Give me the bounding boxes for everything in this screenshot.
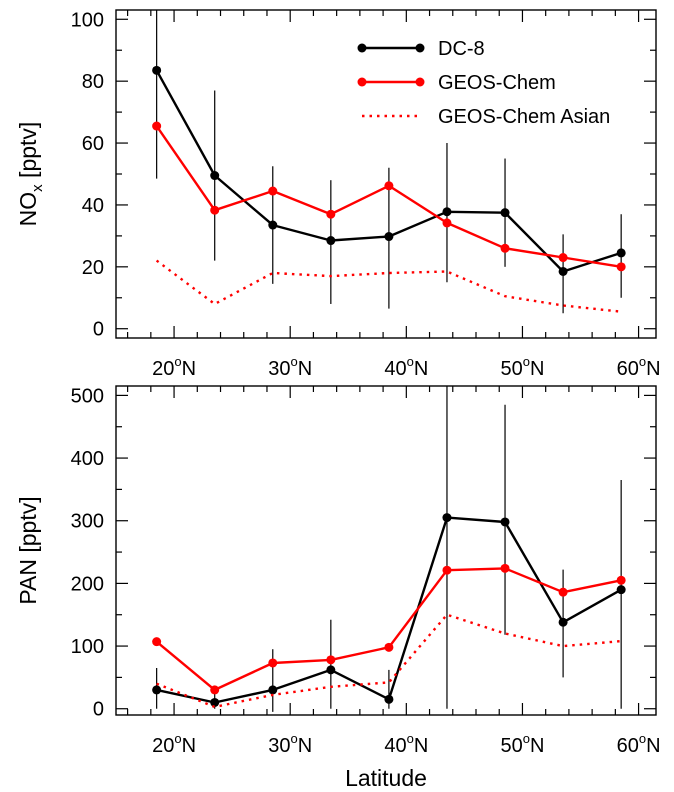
x-tick-label: 20oN xyxy=(152,354,196,380)
legend-marker-geos-chem xyxy=(357,77,367,87)
plot-frame xyxy=(115,9,657,339)
dc-8-data-point xyxy=(210,171,220,181)
y-tick-label: 300 xyxy=(71,511,104,533)
x-axis-label: Latitude xyxy=(345,765,427,791)
legend-marker-dc-8 xyxy=(415,43,425,53)
geos-chem-data-point xyxy=(152,637,162,647)
x-tick-label: 50oN xyxy=(500,731,544,757)
dc-8-data-point xyxy=(384,694,394,704)
geos-chem-data-point xyxy=(500,243,510,253)
dc-8-data-point xyxy=(442,513,452,523)
y-tick-label: 40 xyxy=(82,195,104,217)
dc-8-data-point xyxy=(616,585,626,595)
geos-chem-data-point xyxy=(268,658,278,668)
y-axis-label: NOx [pptv] xyxy=(15,122,46,227)
legend-marker-geos-chem xyxy=(415,77,425,87)
y-tick-label: 0 xyxy=(93,699,104,721)
geos-chem-asian-series-line xyxy=(156,613,622,709)
y-tick-label: 0 xyxy=(93,319,104,341)
geos-chem-data-point xyxy=(442,565,452,575)
x-tick-label: 40oN xyxy=(384,354,428,380)
y-tick-label: 200 xyxy=(71,573,104,595)
geos-chem-data-point xyxy=(326,655,336,665)
x-tick-label: 50oN xyxy=(500,354,544,380)
geos-chem-data-point xyxy=(384,642,394,652)
x-tick-label: 20oN xyxy=(152,731,196,757)
geos-chem-data-point xyxy=(500,563,510,573)
legend-label-dc-8: DC-8 xyxy=(438,38,485,60)
legend-label-geos-chem: GEOS-Chem xyxy=(438,72,556,94)
dc-8-data-point xyxy=(326,665,336,675)
y-tick-label: 500 xyxy=(71,385,104,407)
dc-8-data-point xyxy=(152,65,162,75)
dc-8-data-point xyxy=(558,617,568,627)
geos-chem-data-point xyxy=(210,685,220,695)
dc-8-data-point xyxy=(558,266,568,276)
plot-frame xyxy=(115,385,657,716)
dc-8-data-point xyxy=(500,517,510,527)
dc-8-data-point xyxy=(326,236,336,246)
y-tick-label: 60 xyxy=(82,133,104,155)
dc-8-data-point xyxy=(442,207,452,217)
dc-8-data-point xyxy=(500,208,510,218)
dc-8-data-point xyxy=(152,685,162,695)
geos-chem-data-point xyxy=(384,181,394,191)
x-tick-label: 40oN xyxy=(384,731,428,757)
pan-panel: 0 100 200 300 400 500 20oN 30oN 40oN 50oN 60oN PAN … xyxy=(15,385,661,791)
y-tick-label: 20 xyxy=(82,257,104,279)
geos-chem-data-point xyxy=(442,218,452,228)
y-tick-label: 80 xyxy=(82,71,104,93)
x-tick-label: 60oN xyxy=(617,354,661,380)
geos-chem-data-point xyxy=(268,186,278,196)
dc-8-data-point xyxy=(268,685,278,695)
x-tick-label: 30oN xyxy=(268,731,312,757)
geos-chem-data-point xyxy=(210,205,220,215)
geos-chem-data-point xyxy=(616,575,626,585)
legend-marker-dc-8 xyxy=(357,43,367,53)
dc-8-data-point xyxy=(268,220,278,230)
legend-label-geos-chem-asian: GEOS-Chem Asian xyxy=(438,106,610,128)
y-tick-label: 100 xyxy=(71,636,104,658)
dc-8-data-point xyxy=(384,232,394,242)
geos-chem-data-point xyxy=(558,587,568,597)
dc-8-data-point xyxy=(616,248,626,258)
y-tick-label: 400 xyxy=(71,448,104,470)
y-tick-label: 100 xyxy=(71,9,104,31)
dc-8-data-point xyxy=(210,697,220,707)
geos-chem-data-point xyxy=(326,209,336,219)
geos-chem-data-point xyxy=(152,121,162,131)
geos-chem-data-point xyxy=(616,262,626,272)
y-axis-label: PAN [pptv] xyxy=(15,496,41,604)
geos-chem-data-point xyxy=(558,253,568,263)
x-tick-label: 30oN xyxy=(268,354,312,380)
nox-panel: 0 20 40 60 80 100 20oN 30oN 40oN 50oN 60oN NOx [ppt… xyxy=(15,9,661,380)
x-tick-label: 60oN xyxy=(617,731,661,757)
